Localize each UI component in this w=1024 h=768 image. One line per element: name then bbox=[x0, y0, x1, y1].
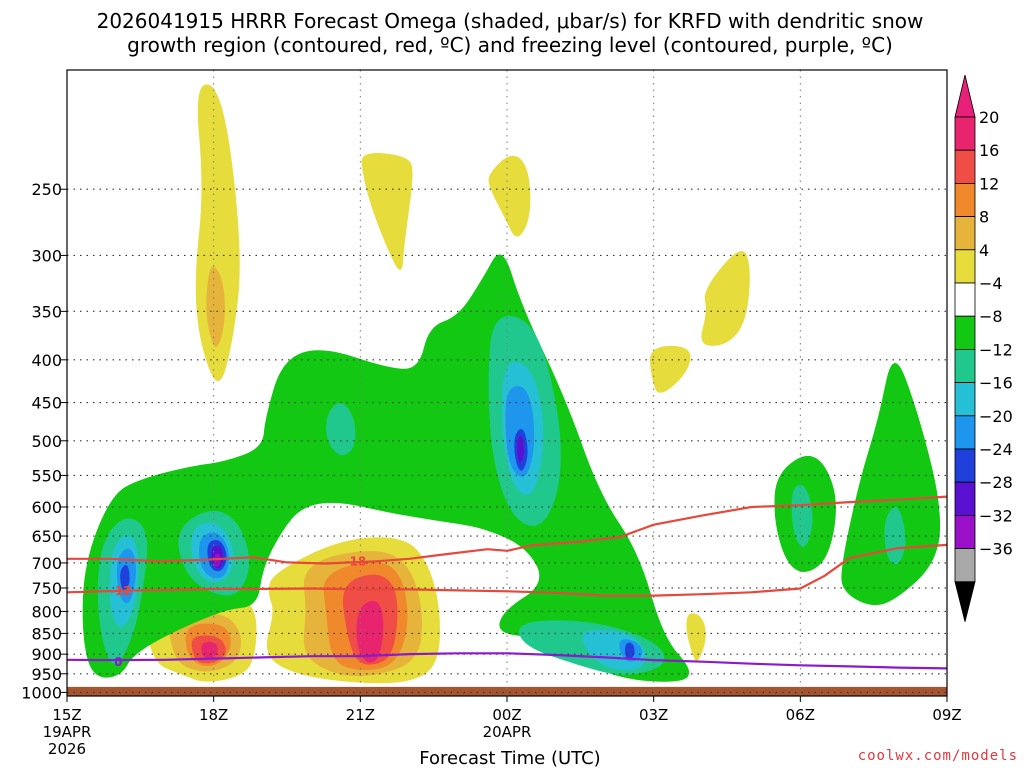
omega-region-1-0 bbox=[361, 152, 413, 270]
colorbar-label-2: 12 bbox=[979, 174, 999, 193]
credit-text[interactable]: coolwx.com/models bbox=[858, 748, 1018, 764]
colorbar-label-9: −20 bbox=[979, 407, 1013, 426]
colorbar-label-10: −24 bbox=[979, 440, 1013, 459]
x-tick-label-21Z: 21Z bbox=[346, 706, 375, 724]
omega-region-10-0 bbox=[841, 362, 941, 606]
omega-region-7-4 bbox=[356, 600, 384, 663]
dgz-contour-label--18: -18 bbox=[345, 554, 367, 568]
x-tick-label-09Z: 09Z bbox=[932, 706, 961, 724]
y-tick-label-1000: 1000 bbox=[21, 683, 62, 702]
colorbar-swatch-0 bbox=[954, 116, 976, 151]
y-tick-label-950: 950 bbox=[31, 665, 62, 684]
omega-region-9-1 bbox=[791, 484, 813, 547]
colorbar-swatch-3 bbox=[954, 216, 976, 251]
y-tick-label-300: 300 bbox=[31, 246, 62, 265]
colorbar-label-1: 16 bbox=[979, 141, 999, 160]
omega-region-3-0 bbox=[649, 345, 691, 393]
colorbar-swatch-11 bbox=[954, 481, 976, 516]
x-tick-label-15Z: 15Z bbox=[52, 706, 81, 724]
freezing-level-contour bbox=[66, 652, 948, 670]
colorbar-top-arrow bbox=[954, 74, 976, 118]
x-tick-label-18Z: 18Z bbox=[199, 706, 228, 724]
x-axis-title: Forecast Time (UTC) bbox=[419, 748, 600, 768]
colorbar-swatch-8 bbox=[954, 382, 976, 417]
omega-region-4-0 bbox=[701, 251, 750, 346]
colorbar-swatch-6 bbox=[954, 315, 976, 350]
colorbar-swatch-5 bbox=[954, 282, 976, 317]
y-tick-label-550: 550 bbox=[31, 466, 62, 485]
x-tick-sublabel-15Z-0: 19APR bbox=[43, 723, 92, 741]
colorbar-label-4: 4 bbox=[979, 241, 989, 260]
y-tick-label-650: 650 bbox=[31, 527, 62, 546]
y-tick-label-600: 600 bbox=[31, 498, 62, 517]
colorbar-swatch-10 bbox=[954, 448, 976, 483]
omega-region-0-1 bbox=[206, 266, 225, 347]
omega-colorbar: 20 16 12 8 4 −4 −8 −12 −16 −20 −24 −28 −32 −36 bbox=[954, 74, 1013, 622]
y-tick-label-450: 450 bbox=[31, 394, 62, 413]
freezing-level-label: 0 bbox=[114, 655, 122, 669]
omega-shading bbox=[82, 84, 941, 684]
y-tick-label-250: 250 bbox=[31, 180, 62, 199]
omega-region-8-3 bbox=[326, 402, 356, 456]
colorbar-swatch-9 bbox=[954, 415, 976, 450]
chart-title-line-2: growth region (contoured, red, ºC) and f… bbox=[127, 33, 893, 57]
x-tick-label-03Z: 03Z bbox=[639, 706, 668, 724]
omega-region-8-17 bbox=[624, 642, 635, 659]
y-tick-label-350: 350 bbox=[31, 302, 62, 321]
omega-region-6-4 bbox=[201, 641, 218, 659]
colorbar-label-3: 8 bbox=[979, 208, 989, 227]
x-tick-label-00Z: 00Z bbox=[492, 706, 521, 724]
pressure-axis: 250 300 350 400 450 500 550 600 650 700 750 800 850 9… bbox=[21, 180, 67, 702]
y-tick-label-750: 750 bbox=[31, 579, 62, 598]
y-tick-label-700: 700 bbox=[31, 554, 62, 573]
y-tick-label-900: 900 bbox=[31, 645, 62, 664]
colorbar-swatch-7 bbox=[954, 348, 976, 383]
colorbar-label-7: −12 bbox=[979, 340, 1013, 359]
omega-region-2-0 bbox=[488, 155, 531, 237]
colorbar-bottom-arrow bbox=[954, 581, 976, 622]
chart-title-line-1: 2026041915 HRRR Forecast Omega (shaded, … bbox=[97, 9, 924, 33]
colorbar-label-11: −28 bbox=[979, 473, 1013, 492]
colorbar-label-6: −8 bbox=[979, 307, 1003, 326]
dgz-contour-label--12: -12 bbox=[110, 584, 132, 598]
dgz-contour--18 bbox=[67, 495, 948, 565]
colorbar-swatch-12 bbox=[954, 515, 976, 550]
colorbar-label-0: 20 bbox=[979, 108, 999, 127]
y-tick-label-850: 850 bbox=[31, 624, 62, 643]
colorbar-swatch-4 bbox=[954, 249, 976, 284]
colorbar-label-12: −32 bbox=[979, 506, 1013, 525]
y-tick-label-800: 800 bbox=[31, 602, 62, 621]
temperature-contours: -18 -12 0 bbox=[66, 495, 948, 670]
surface-ground-band bbox=[67, 686, 947, 696]
omega-region-8-19 bbox=[517, 435, 524, 463]
colorbar-swatch-1 bbox=[954, 149, 976, 184]
omega-region-8-20 bbox=[214, 553, 221, 567]
dgz-contour--12 bbox=[66, 543, 948, 597]
colorbar-label-8: −16 bbox=[979, 374, 1013, 393]
x-tick-sublabel-00Z-0: 20APR bbox=[483, 723, 532, 741]
colorbar-label-5: −4 bbox=[979, 274, 1003, 293]
y-tick-label-500: 500 bbox=[31, 432, 62, 451]
colorbar-swatch-2 bbox=[954, 182, 976, 217]
y-tick-label-400: 400 bbox=[31, 351, 62, 370]
omega-region-8-14 bbox=[120, 564, 130, 591]
surface-band bbox=[67, 686, 947, 696]
colorbar-swatch-13 bbox=[954, 548, 976, 583]
x-tick-label-06Z: 06Z bbox=[786, 706, 815, 724]
colorbar-label-13: −36 bbox=[979, 540, 1013, 559]
omega-region-5-0 bbox=[686, 613, 706, 662]
x-tick-sublabel-15Z-1: 2026 bbox=[48, 740, 86, 758]
